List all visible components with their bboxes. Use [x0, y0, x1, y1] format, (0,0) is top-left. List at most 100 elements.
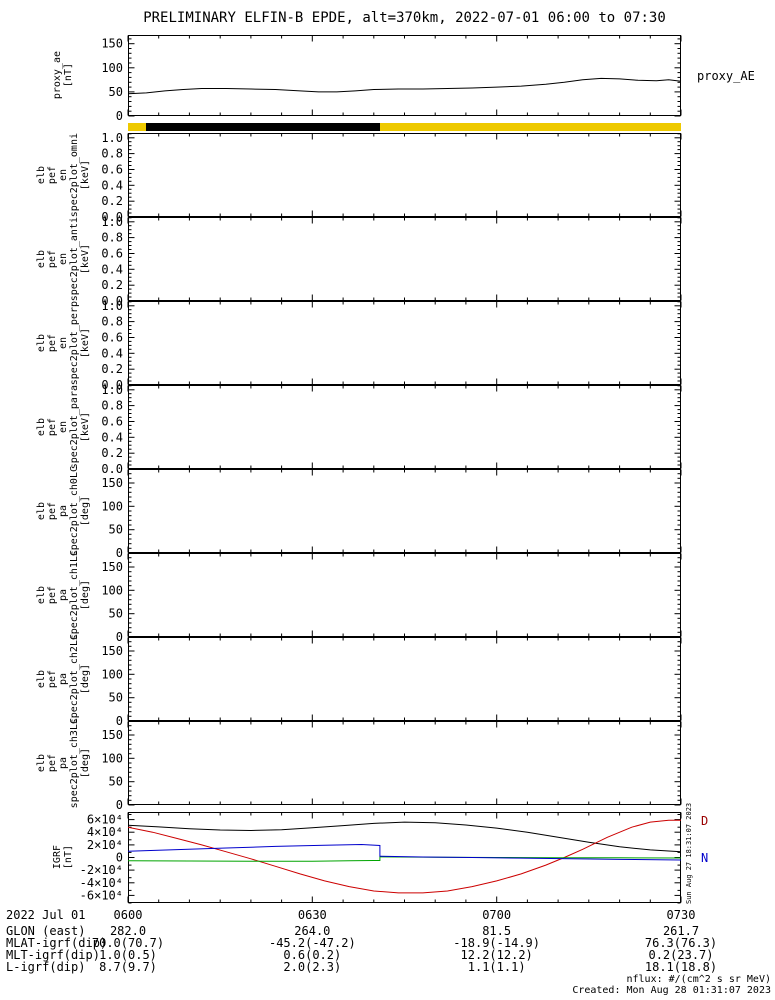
panel-left-label-line: pef [46, 585, 58, 605]
y-tick-label: 1.0 [101, 383, 123, 397]
y-tick-label: 0.2 [101, 446, 123, 460]
panel-left-label-line: [deg] [79, 495, 91, 527]
y-tick-label: 150 [101, 37, 123, 51]
y-tick-label: 150 [101, 476, 123, 490]
panel-left-label-line: elb [35, 501, 47, 521]
panel-spec-en-perp: 0.0 0.2 0.4 0.6 0.8 1.0 [101, 299, 682, 392]
y-tick-label: 0 [116, 546, 123, 560]
y-tick-label: 4×10⁴ [87, 825, 123, 839]
panel-left-label-line: [deg] [79, 663, 91, 695]
y-tick-label: -4×10⁴ [80, 876, 123, 890]
y-tick-label: 0.0 [101, 210, 123, 224]
panel-left-label-line: elb [35, 585, 47, 605]
y-tick-label: 0.8 [101, 231, 123, 245]
footer-row-label: 2022 Jul 01 [6, 908, 86, 922]
footer-cell: 1.0(0.5) [99, 948, 157, 962]
panel-left-label-line: [deg] [79, 747, 91, 779]
panel-left-label-line: spec2plot_omni [68, 132, 80, 218]
y-tick-label: 6×10⁴ [87, 813, 123, 827]
panel-left-label: elb pef en spec2plot_para [keV] [24, 385, 102, 469]
y-tick-label: 50 [109, 85, 123, 99]
panel-left-label-line: pef [46, 165, 58, 185]
panel-left-label-line: en [57, 252, 69, 266]
footer-row: MLAT-igrf(dip) 70.0(70.7) -45.2(-47.2) -18.… [0, 936, 775, 950]
panel-spec-en-anti: 0.0 0.2 0.4 0.6 0.8 1.0 [101, 215, 682, 308]
footer-cell: -45.2(-47.2) [268, 936, 356, 950]
footer-cell: 12.2(12.2) [460, 948, 533, 962]
panel-border [128, 385, 681, 469]
panel-left-label-line: spec2plot_ch3LC [68, 717, 80, 809]
panel-border [128, 133, 681, 217]
panel-left-label-line: elb [35, 753, 47, 773]
y-tick-label: 0 [116, 630, 123, 644]
panel-canvas: 0 50 100 150 [101, 720, 682, 812]
panel-border [128, 553, 681, 637]
panel-border [128, 301, 681, 385]
panel-spec-en-omni: 0.0 0.2 0.4 0.6 0.8 1.0 [101, 131, 682, 224]
panel-canvas: 0.0 0.2 0.40.6 0.8 1.0 [101, 299, 682, 392]
panel-left-label-line: spec2plot_ch2LC [68, 633, 80, 725]
footer-row-label: MLAT-igrf(dip) [6, 936, 108, 950]
footer-cell: 8.7(9.7) [99, 960, 157, 974]
y-tick-label: 100 [101, 667, 123, 681]
panel-left-label-line: proxy_ae [52, 51, 63, 100]
footer-cell: 282.0 [109, 924, 147, 938]
footer-cell: 261.7 [662, 924, 700, 938]
panel-canvas: 0.0 0.2 0.40.6 0.8 1.0 [101, 215, 682, 308]
y-tick-label: 0.0 [101, 294, 123, 308]
panel-left-label-line: IGRF [52, 845, 63, 870]
y-tick-label: 50 [109, 523, 123, 537]
panel-spec-en-para: 0.0 0.2 0.4 0.6 0.8 1.0 [101, 383, 682, 476]
orbit-bar [128, 123, 681, 131]
y-tick-label: 50 [109, 691, 123, 705]
panel-left-label-line: spec2plot_ch1LC [68, 549, 80, 641]
y-tick-label: -2×10⁴ [80, 863, 123, 877]
series-line [127, 856, 682, 862]
footer-cell: 0600 [113, 908, 143, 922]
orbit-bar-segment [379, 123, 681, 131]
panel-left-label-line: [deg] [79, 579, 91, 611]
panel-left-label-line: pef [46, 501, 58, 521]
panel-left-label-line: pa [57, 588, 69, 602]
y-tick-label: 50 [109, 775, 123, 789]
footer-row: L-igrf(dip) 8.7(9.7) 2.0(2.3) 1.1(1.1) 18.1(… [0, 960, 775, 974]
panel-border [128, 637, 681, 721]
panel-left-label-line: [keV] [79, 327, 91, 359]
panel-left-label-line: elb [35, 669, 47, 689]
y-tick-label: 100 [101, 583, 123, 597]
y-tick-label: 0.2 [101, 278, 123, 292]
y-tick-label: 0.2 [101, 362, 123, 376]
panel-left-label-line: elb [35, 333, 47, 353]
panel-left-label: elb pef en spec2plot_anti [keV] [24, 217, 102, 301]
footer-cell: 1.1(1.1) [467, 960, 526, 974]
y-tick-label: -6×10⁴ [80, 888, 123, 902]
panel-canvas: 0 50 100 150 [101, 636, 682, 728]
y-tick-label: 0 [116, 109, 123, 123]
footer-cell: 81.5 [482, 924, 512, 938]
footer-cell: -18.9(-14.9) [453, 936, 541, 950]
panel-left-label-line: pef [46, 249, 58, 269]
footer-cell: 76.3(76.3) [644, 936, 718, 950]
panel-canvas: 0 50 100 150 [101, 552, 682, 644]
panel-left-label-line: elb [35, 249, 47, 269]
panel-border [128, 35, 681, 116]
series-line [127, 819, 681, 894]
panel-left-label-line: pa [57, 672, 69, 686]
y-tick-label: 100 [101, 61, 123, 75]
panel-canvas: 0 50 100 150 [101, 35, 682, 123]
panel-left-label-line: spec2plot_para [68, 384, 80, 470]
y-tick-label: 0 [116, 798, 123, 812]
y-tick-label: 0.8 [101, 147, 123, 161]
footer-cell: 2.0(2.3) [283, 960, 342, 974]
y-tick-label: 0.4 [101, 430, 123, 444]
panel-left-label: elb pef pa spec2plot_ch3LC [deg] [24, 717, 102, 809]
y-tick-label: 0.8 [101, 399, 123, 413]
panel-left-label: IGRF [nT] [24, 812, 102, 903]
series-line [127, 843, 682, 861]
y-tick-label: 0.0 [101, 462, 123, 476]
y-tick-label: 0.6 [101, 331, 123, 345]
panel-spec-pa-ch0lc: 0 50 100 150 [101, 468, 682, 560]
panel-left-label: proxy_ae [nT] [24, 35, 102, 116]
